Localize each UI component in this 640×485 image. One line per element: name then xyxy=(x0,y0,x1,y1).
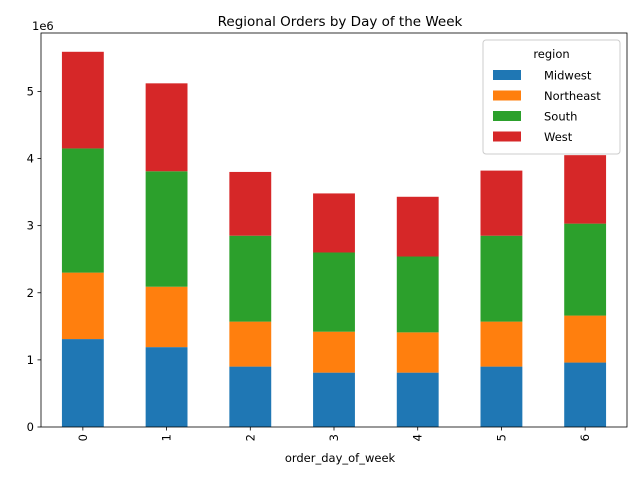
y-tick-label-2: 2 xyxy=(27,286,34,300)
bar-segment-south-1 xyxy=(145,171,188,287)
bar-segment-midwest-1 xyxy=(145,347,188,427)
bar-segment-northeast-1 xyxy=(145,286,188,348)
bar-segment-west-2 xyxy=(229,171,272,236)
bar-segment-midwest-2 xyxy=(229,366,272,427)
y-tick-label-4: 4 xyxy=(27,152,34,166)
x-tick-label-2: 2 xyxy=(243,434,257,441)
legend-label-south: South xyxy=(544,110,577,124)
bar-segment-midwest-6 xyxy=(564,362,607,427)
legend-swatch-northeast xyxy=(493,90,521,101)
x-axis-label: order_day_of_week xyxy=(285,451,396,465)
legend-label-midwest: Midwest xyxy=(544,69,592,83)
y-tick-label-1: 1 xyxy=(27,353,34,367)
legend-swatch-west xyxy=(493,131,521,142)
bar-segment-south-2 xyxy=(229,235,272,322)
chart-title: Regional Orders by Day of the Week xyxy=(218,14,463,30)
bar-segment-midwest-3 xyxy=(313,372,355,427)
y-tick-label-3: 3 xyxy=(27,219,34,233)
bar-segment-west-6 xyxy=(564,155,607,224)
bar-segment-south-3 xyxy=(313,252,355,332)
axes-layer: 0 1 2 3 4 5 0 1 2 3 4 5 6 xyxy=(27,32,628,441)
legend-swatch-south xyxy=(493,111,521,121)
y-axis-offset-text: 1e6 xyxy=(32,19,54,33)
x-tick-label-1: 1 xyxy=(160,434,174,441)
bar-segment-midwest-4 xyxy=(396,372,439,427)
bar-segment-south-4 xyxy=(396,256,439,333)
bar-segment-northeast-5 xyxy=(480,321,523,367)
legend-title: region xyxy=(533,47,569,61)
x-tick-label-0: 0 xyxy=(76,434,90,441)
bar-segment-south-6 xyxy=(564,223,607,316)
bar-segment-midwest-5 xyxy=(480,366,523,427)
y-tick-label-5: 5 xyxy=(27,84,34,98)
x-tick-label-6: 6 xyxy=(578,434,592,441)
bar-segment-west-3 xyxy=(313,193,355,253)
bars-layer xyxy=(61,51,607,427)
bar-segment-northeast-4 xyxy=(396,332,439,373)
bar-segment-south-0 xyxy=(61,148,104,273)
legend-swatch-midwest xyxy=(493,70,521,80)
legend-box xyxy=(482,39,621,155)
x-tick-label-3: 3 xyxy=(327,434,341,441)
bar-segment-northeast-6 xyxy=(564,315,607,363)
legend-label-northeast: Northeast xyxy=(544,89,601,103)
bar-segment-northeast-2 xyxy=(229,321,272,367)
x-tick-label-4: 4 xyxy=(411,434,425,441)
bar-segment-west-5 xyxy=(480,170,523,236)
x-tick-label-5: 5 xyxy=(494,434,508,441)
legend-label-west: West xyxy=(544,130,573,144)
bar-segment-midwest-0 xyxy=(61,339,104,427)
bar-segment-northeast-3 xyxy=(313,331,355,373)
bar-segment-west-1 xyxy=(145,83,188,172)
y-tick-label-0: 0 xyxy=(27,420,34,434)
legend: region Midwest Northeast South West xyxy=(482,39,621,155)
bar-segment-northeast-0 xyxy=(61,272,104,340)
bar-segment-south-5 xyxy=(480,235,523,322)
bar-segment-west-0 xyxy=(61,51,104,149)
bar-segment-west-4 xyxy=(396,196,439,257)
